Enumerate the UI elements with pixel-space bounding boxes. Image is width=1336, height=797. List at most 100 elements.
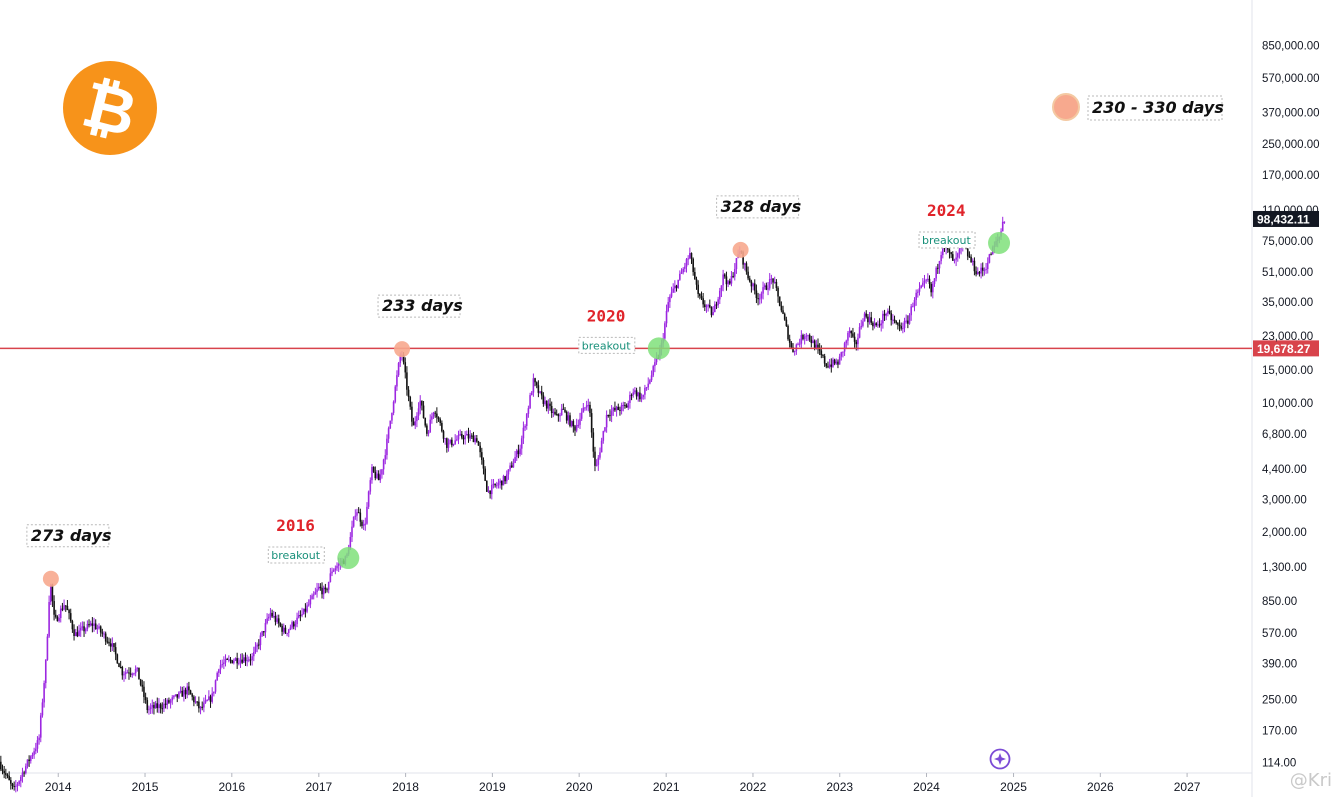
candle-body: [183, 689, 185, 697]
candle: [888, 305, 891, 315]
candle: [847, 330, 849, 346]
candle-body: [252, 652, 255, 657]
candle-body: [679, 273, 681, 280]
candle-body: [763, 285, 766, 288]
candle-body: [966, 248, 969, 257]
price-axis[interactable]: 850,000.00 570,000.00 370,000.00 250,000.00…: [1262, 41, 1320, 770]
candle-body: [99, 626, 102, 633]
candle: [211, 687, 213, 704]
candle-body: [985, 269, 987, 271]
candle: [8, 771, 10, 781]
candle-body: [975, 271, 977, 275]
candle-body: [903, 320, 906, 329]
y-tick-label: 2,000.00: [1262, 527, 1307, 539]
candle: [181, 686, 184, 697]
candle-body: [51, 584, 54, 602]
candle: [535, 381, 538, 389]
candle-body: [875, 323, 878, 325]
candle-body: [214, 680, 217, 692]
candle: [697, 280, 699, 298]
candle: [38, 734, 40, 745]
candle: [835, 358, 838, 365]
y-tick-label: 570,000.00: [1262, 73, 1320, 85]
support-line-layer: 19,678.27 98,432.11: [0, 210, 1319, 357]
candle: [920, 284, 922, 289]
candle-body: [639, 392, 641, 400]
candle: [143, 681, 145, 704]
candle: [938, 260, 941, 274]
breakout-label: breakout: [271, 549, 320, 562]
candle: [517, 444, 520, 459]
candle-body: [971, 260, 974, 262]
candle: [537, 380, 540, 398]
y-tick-label: 51,000.00: [1262, 267, 1313, 279]
candle: [372, 466, 375, 473]
candle-body: [1, 769, 4, 771]
breakout-marker: [988, 231, 1011, 254]
candle-body: [918, 288, 921, 292]
candle-body: [309, 599, 312, 605]
candle: [985, 262, 987, 274]
candle: [522, 421, 525, 445]
candle-body: [399, 354, 402, 364]
sparkle-target-icon[interactable]: [989, 748, 1011, 770]
candle: [785, 316, 788, 328]
candle: [332, 568, 335, 573]
candle: [78, 624, 80, 637]
candle-body: [116, 654, 119, 664]
candle-body: [297, 615, 300, 618]
candle-body: [199, 706, 202, 709]
candle: [1003, 221, 1006, 224]
candle: [436, 407, 438, 424]
candle: [675, 284, 678, 292]
candle-body: [106, 641, 109, 643]
candle: [186, 682, 189, 699]
candle-body: [286, 633, 288, 635]
candle-body: [560, 408, 563, 416]
candle-body: [689, 253, 691, 259]
candle: [352, 516, 355, 528]
time-axis[interactable]: 2014 2015 2016 2017 2018 2019 2020 2021 2022 2023…: [45, 773, 1201, 794]
candle-body: [748, 278, 751, 282]
candle: [456, 435, 458, 442]
candle: [775, 279, 778, 292]
candle-body: [620, 405, 623, 411]
candle-body: [723, 274, 726, 277]
candle: [228, 655, 230, 663]
candle: [133, 672, 135, 676]
candle-body: [650, 375, 653, 381]
candle: [575, 418, 578, 433]
candle-body: [654, 362, 656, 367]
candle: [264, 618, 267, 638]
candle-body: [254, 646, 257, 653]
candle: [248, 656, 250, 663]
candle-body: [198, 701, 200, 709]
candle: [557, 413, 560, 422]
candle-body: [986, 262, 989, 270]
candle: [860, 319, 863, 330]
candle-body: [674, 285, 676, 289]
candle: [694, 267, 696, 280]
candle: [793, 350, 796, 356]
candle-body: [86, 623, 89, 630]
candle-body: [907, 320, 909, 324]
candle: [271, 609, 273, 618]
candle: [838, 353, 841, 365]
candle-body: [387, 428, 390, 439]
candle-body: [221, 664, 223, 666]
candle-body: [767, 288, 769, 290]
candle-body: [942, 247, 944, 256]
candle: [79, 622, 82, 637]
candle: [396, 370, 398, 391]
breakout-label: breakout: [922, 234, 971, 247]
candle: [417, 402, 420, 421]
candle-body: [687, 258, 689, 260]
candle: [238, 657, 240, 666]
candle-body: [10, 780, 12, 784]
marker-layer: 273 days 233 days 328 days breakout 2016 brea…: [26, 195, 1011, 587]
candle: [441, 420, 443, 433]
candle-body: [416, 415, 418, 422]
candle-body: [238, 662, 240, 664]
candle-body: [499, 480, 501, 484]
candle: [883, 309, 886, 321]
